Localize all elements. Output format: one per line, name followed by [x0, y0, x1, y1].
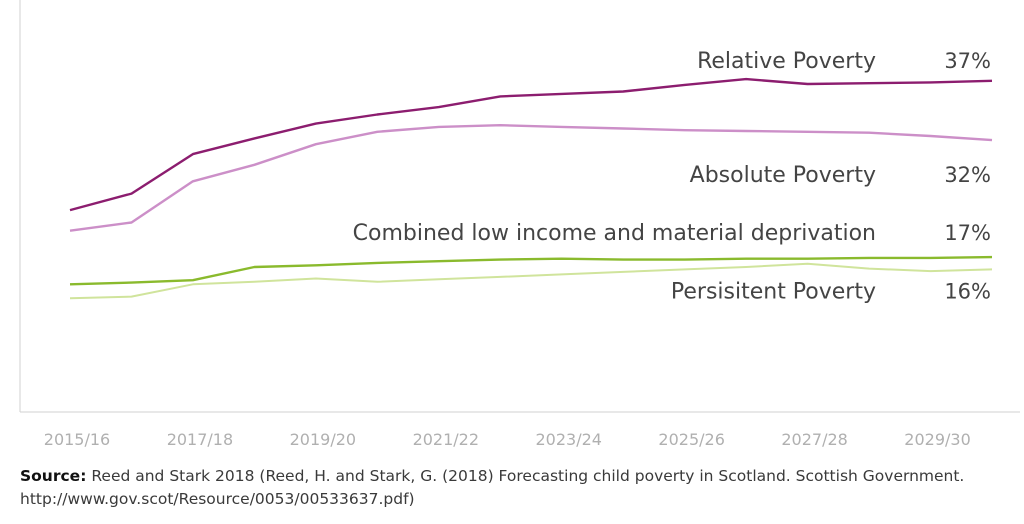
series-name-label-3: Combined low income and material depriva… [353, 221, 876, 246]
source-text: Reed and Stark 2018 (Reed, H. and Stark,… [20, 467, 965, 508]
series-end-value-4: 16% [944, 279, 991, 303]
x-tick-label: 2029/30 [904, 430, 970, 449]
series-line-1 [69, 77, 993, 212]
x-tick-label: 2025/26 [658, 430, 724, 449]
source-label: Source: [20, 467, 87, 485]
series-line-4 [69, 262, 993, 300]
line-chart: Relative Poverty 37% Absolute Poverty 32% Co… [19, 0, 1020, 449]
x-tick-label: 2017/18 [167, 430, 233, 449]
x-tick-layer: 2015/16 2017/18 2019/20 2021/22 2023/24 2025/… [44, 430, 971, 449]
series-end-value-3: 17% [944, 221, 991, 245]
series-label-layer: Relative Poverty 37% Absolute Poverty 32% Co… [353, 49, 991, 305]
chart-axes [19, 0, 1020, 413]
series-line-3 [69, 255, 993, 286]
series-end-value-2: 32% [944, 163, 991, 187]
series-end-value-1: 37% [944, 49, 991, 73]
x-tick-label: 2019/20 [290, 430, 356, 449]
series-line-2 [69, 123, 993, 232]
series-name-label-4: Persisitent Poverty [671, 279, 876, 304]
series-name-label-2: Absolute Poverty [690, 163, 876, 188]
x-tick-label: 2023/24 [535, 430, 601, 449]
series-name-label-1: Relative Poverty [697, 49, 876, 74]
x-tick-label: 2021/22 [413, 430, 479, 449]
series-layer [69, 77, 993, 300]
x-tick-label: 2015/16 [44, 430, 110, 449]
x-tick-label: 2027/28 [781, 430, 847, 449]
source-note: Source: Reed and Stark 2018 (Reed, H. an… [20, 465, 1010, 511]
